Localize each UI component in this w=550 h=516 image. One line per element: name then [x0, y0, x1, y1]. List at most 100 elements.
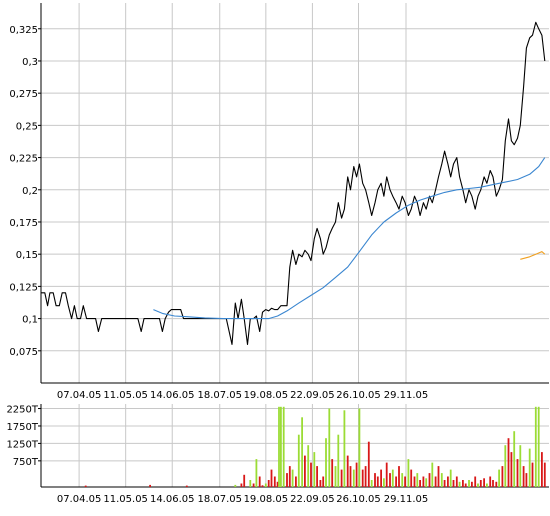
- volume-bar: [273, 476, 276, 487]
- volume-bar: [440, 473, 443, 487]
- volume-bar: [419, 480, 421, 487]
- volume-bar: [449, 469, 452, 487]
- volume-bar: [295, 476, 297, 487]
- price-y-tick-label: 0,075: [9, 347, 38, 358]
- volume-bar: [149, 484, 151, 487]
- volume-bar: [249, 480, 252, 487]
- volume-bar: [267, 480, 270, 487]
- volume-bar: [462, 480, 464, 487]
- volume-bar: [471, 481, 473, 487]
- volume-bar: [364, 466, 367, 487]
- volume-bar: [301, 417, 303, 487]
- volume-bar: [331, 459, 334, 487]
- volume-x-tick-label: 29.11.05: [384, 494, 429, 505]
- moving-average-line: [153, 157, 546, 320]
- price-x-tick-label: 19.08.05: [244, 390, 289, 401]
- volume-bar: [310, 462, 312, 487]
- volume-bar: [328, 408, 331, 487]
- volume-bar: [495, 481, 498, 487]
- volume-bar: [398, 466, 400, 487]
- volume-bar: [280, 406, 282, 487]
- volume-bar: [270, 469, 273, 487]
- volume-bar: [401, 473, 404, 487]
- volume-bar: [468, 480, 470, 487]
- volume-bar: [352, 469, 355, 487]
- volume-bar: [416, 473, 419, 487]
- volume-bar: [486, 483, 488, 487]
- volume-bar: [307, 445, 310, 487]
- volume-bar: [255, 459, 258, 487]
- volume-bar: [385, 462, 388, 487]
- volume-bar: [434, 476, 437, 487]
- volume-bar: [531, 462, 534, 487]
- volume-bar: [474, 476, 477, 487]
- price-x-tick-label: 14.06.05: [150, 390, 195, 401]
- volume-bar: [243, 474, 246, 487]
- price-y-tick-label: 0,325: [9, 25, 38, 36]
- volume-x-tick-label: 14.06.05: [150, 494, 195, 505]
- volume-bar: [489, 476, 492, 487]
- price-y-tick-label: 0,175: [9, 218, 38, 229]
- price-x-tick-label: 22.09.05: [290, 390, 335, 401]
- volume-bar: [458, 481, 461, 487]
- volume-bar: [455, 476, 458, 487]
- volume-bar: [240, 483, 243, 487]
- volume-bar: [395, 476, 397, 487]
- volume-bar: [507, 438, 510, 487]
- volume-bar: [349, 466, 352, 487]
- volume-bar: [291, 469, 294, 487]
- volume-bar: [498, 469, 500, 487]
- volume-bar: [278, 406, 280, 487]
- volume-bar: [343, 410, 346, 487]
- volume-bar: [525, 473, 528, 487]
- volume-bar: [513, 431, 516, 487]
- volume-bar: [374, 473, 376, 487]
- volume-bar: [422, 476, 425, 487]
- volume-bar: [528, 448, 531, 487]
- volume-bar: [437, 466, 440, 487]
- price-y-tick-label: 0,2: [22, 186, 38, 197]
- price-y-tick-label: 0,125: [9, 282, 38, 293]
- volume-bar: [252, 483, 255, 487]
- volume-plot-area: [41, 404, 549, 487]
- price-plot-area: [41, 3, 549, 383]
- volume-bar: [334, 466, 337, 487]
- secondary-series-line: [520, 251, 546, 260]
- volume-bar: [286, 473, 288, 487]
- volume-bar: [404, 476, 406, 487]
- volume-bar: [447, 476, 449, 487]
- volume-bar: [443, 480, 446, 487]
- volume-y-tick-label: 1250T: [6, 439, 38, 450]
- volume-bar: [483, 478, 485, 487]
- volume-bar: [407, 459, 410, 487]
- volume-bar: [376, 476, 379, 487]
- volume-bar: [264, 483, 267, 487]
- volume-bar: [516, 459, 519, 487]
- price-x-tick-label: 29.11.05: [384, 390, 429, 401]
- volume-bar: [346, 455, 349, 487]
- price-chart-panel: 07.04.05 11.05.05 14.06.05 18.07.05 19.08.05…: [9, 3, 549, 401]
- volume-bar: [383, 478, 385, 487]
- volume-bar: [413, 476, 416, 487]
- volume-bar: [425, 478, 428, 487]
- price-x-tick-label: 07.04.05: [57, 390, 102, 401]
- volume-bar: [431, 462, 434, 487]
- price-y-tick-label: 0,225: [9, 154, 38, 165]
- volume-y-tick-label: 2250T: [6, 405, 38, 416]
- price-x-tick-label: 26.10.05: [336, 390, 381, 401]
- volume-bar: [537, 406, 540, 487]
- volume-bar: [479, 480, 482, 487]
- volume-bar: [313, 452, 316, 487]
- volume-bar: [380, 469, 382, 487]
- volume-bar: [510, 452, 513, 487]
- volume-bar: [541, 452, 543, 487]
- volume-bar: [428, 473, 431, 487]
- volume-bar: [282, 406, 285, 487]
- price-y-tick-label: 0,1: [22, 315, 38, 326]
- price-x-tick-label: 11.05.05: [103, 390, 148, 401]
- volume-bar: [370, 480, 373, 487]
- volume-x-tick-label: 26.10.05: [336, 494, 381, 505]
- volume-x-tick-label: 07.04.05: [57, 494, 102, 505]
